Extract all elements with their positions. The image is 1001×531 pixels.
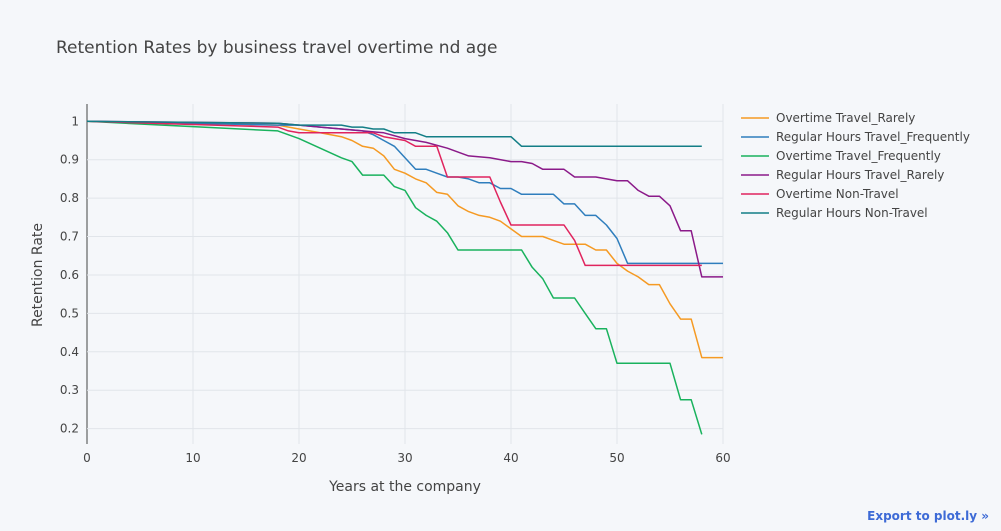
- x-tick-label: 60: [715, 451, 730, 465]
- x-tick-label: 30: [397, 451, 412, 465]
- y-tick-label: 0.2: [60, 422, 79, 436]
- legend-item[interactable]: Overtime Travel_Rarely: [741, 111, 915, 125]
- y-tick-label: 1: [71, 114, 79, 128]
- legend-item[interactable]: Regular Hours Non-Travel: [741, 206, 928, 220]
- series-line-overtime-travel-rarely[interactable]: [86, 120, 723, 359]
- legend-item[interactable]: Regular Hours Travel_Frequently: [741, 130, 970, 144]
- x-axis-title: Years at the company: [328, 479, 481, 495]
- legend-item[interactable]: Overtime Travel_Frequently: [741, 149, 941, 163]
- x-axis-ticks: 0 10 20 30 40 50 60: [83, 451, 730, 465]
- export-to-plotly-link[interactable]: Export to plot.ly »: [867, 509, 989, 523]
- series-lines: [86, 120, 723, 435]
- series-line-regular-hours-non-travel[interactable]: [86, 120, 702, 148]
- y-tick-label: 0.4: [60, 345, 79, 359]
- x-tick-label: 50: [609, 451, 624, 465]
- legend-label: Regular Hours Non-Travel: [776, 206, 928, 220]
- y-tick-label: 0.5: [60, 306, 79, 320]
- legend-label: Regular Hours Travel_Frequently: [776, 130, 970, 144]
- series-line-regular-hours-travel-rarely[interactable]: [86, 120, 723, 278]
- legend: Overtime Travel_Rarely Regular Hours Trav…: [741, 111, 970, 220]
- legend-label: Regular Hours Travel_Rarely: [776, 168, 944, 182]
- legend-label: Overtime Travel_Rarely: [776, 111, 915, 125]
- grid-lines: [86, 104, 724, 444]
- legend-item[interactable]: Overtime Non-Travel: [741, 187, 899, 201]
- chart-title: Retention Rates by business travel overt…: [56, 38, 497, 58]
- y-tick-label: 0.9: [60, 153, 79, 167]
- series-line-overtime-non-travel[interactable]: [86, 120, 702, 267]
- y-tick-label: 0.8: [60, 191, 79, 205]
- legend-label: Overtime Non-Travel: [776, 187, 899, 201]
- y-axis-ticks: 0.2 0.3 0.4 0.5 0.6 0.7 0.8 0.9 1: [60, 114, 79, 435]
- series-line-overtime-travel-frequently[interactable]: [86, 120, 703, 435]
- x-tick-label: 20: [291, 451, 306, 465]
- y-tick-label: 0.7: [60, 230, 79, 244]
- y-axis-title: Retention Rate: [30, 223, 46, 327]
- legend-item[interactable]: Regular Hours Travel_Rarely: [741, 168, 944, 182]
- x-tick-label: 10: [185, 451, 200, 465]
- x-tick-label: 0: [83, 451, 91, 465]
- legend-label: Overtime Travel_Frequently: [776, 149, 941, 163]
- x-tick-label: 40: [503, 451, 518, 465]
- y-tick-label: 0.6: [60, 268, 79, 282]
- y-tick-label: 0.3: [60, 383, 79, 397]
